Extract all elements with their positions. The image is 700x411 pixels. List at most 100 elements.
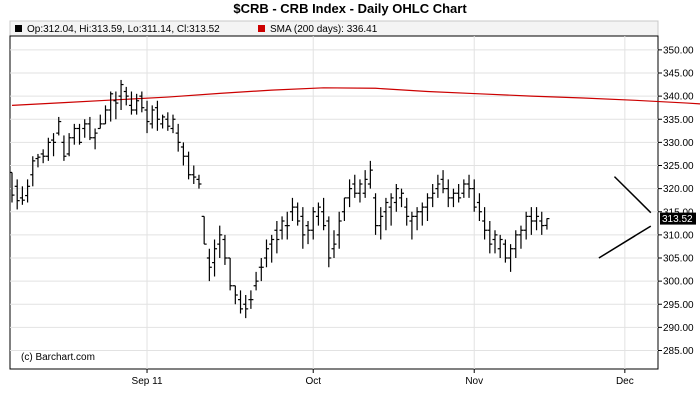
- ohlc-bar: [222, 234, 228, 265]
- ohlc-bar: [513, 230, 519, 258]
- gridlines: [10, 36, 658, 369]
- y-axis: 285.00290.00295.00300.00305.00310.00315.…: [658, 45, 694, 357]
- ohlc-bar: [305, 221, 311, 245]
- plot-area: [9, 35, 659, 370]
- sma-series: [11, 87, 700, 106]
- chart-title: $CRB - CRB Index - Daily OHLC Chart: [233, 1, 467, 16]
- ohlc-bar: [534, 207, 540, 231]
- ohlc-bar: [123, 86, 129, 106]
- ohlc-bar: [30, 156, 36, 187]
- ohlc-bar: [170, 114, 176, 134]
- ohlc-bar: [284, 211, 290, 240]
- ohlc-bar: [263, 239, 269, 268]
- ohlc-bar: [419, 202, 425, 226]
- x-tick-label: Nov: [465, 376, 483, 387]
- ohlc-bar: [399, 188, 405, 208]
- ohlc-series: [9, 79, 550, 319]
- y-tick-label: 340.00: [663, 92, 694, 103]
- ohlc-bar: [456, 184, 462, 203]
- last-price-box: [660, 212, 696, 225]
- ohlc-bar: [66, 133, 72, 157]
- ohlc-legend-swatch: [15, 25, 22, 32]
- ohlc-bar: [97, 114, 103, 130]
- ohlc-bar: [487, 221, 493, 254]
- ohlc-bar: [154, 100, 160, 131]
- y-tick-label: 330.00: [663, 138, 694, 149]
- x-tick-label: Dec: [616, 376, 634, 387]
- x-axis: Sep 11 Oct Nov Dec: [132, 369, 634, 387]
- ohlc-bar: [300, 207, 306, 249]
- ohlc-bar: [289, 197, 295, 221]
- ohlc-bar: [71, 123, 77, 145]
- ohlc-bar: [362, 170, 368, 198]
- ohlc-bar: [461, 179, 467, 198]
- ohlc-bar: [341, 197, 347, 221]
- ohlc-bar: [492, 230, 498, 254]
- ohlc-bar: [315, 202, 321, 226]
- ohlc-bar: [149, 105, 155, 129]
- ohlc-bar: [502, 239, 508, 263]
- ohlc-bar: [295, 202, 301, 226]
- ohlc-bar: [108, 91, 114, 122]
- ohlc-bar: [378, 207, 384, 240]
- ohlc-bar: [352, 174, 358, 198]
- ohlc-bar: [243, 295, 249, 319]
- ohlc-bar: [373, 193, 379, 235]
- y-tick-label: 325.00: [663, 161, 694, 172]
- y-tick-label: 310.00: [663, 230, 694, 241]
- sma-line: [11, 87, 700, 106]
- y-tick-label: 345.00: [663, 69, 694, 80]
- ohlc-bar: [232, 285, 238, 305]
- x-tick-label: Sep 11: [132, 376, 163, 387]
- ohlc-bar: [113, 91, 119, 120]
- last-price-label: 313.52: [662, 214, 693, 225]
- ohlc-bar: [144, 100, 150, 134]
- ohlc-bar: [206, 248, 212, 282]
- ohlc-bar: [165, 112, 171, 131]
- ohlc-bar: [14, 179, 20, 210]
- ohlc-bar: [471, 179, 477, 212]
- ohlc-bar: [82, 119, 88, 138]
- ohlc-bar: [248, 290, 254, 309]
- trendlines: [598, 176, 652, 259]
- watermark: (c) Barchart.com: [21, 352, 95, 363]
- ohlc-legend-label: Op:312.04, Hi:313.59, Lo:311.14, Cl:313.…: [27, 24, 220, 35]
- ohlc-bar: [269, 234, 275, 263]
- ohlc-bar: [196, 174, 202, 189]
- ohlc-bar: [201, 215, 207, 245]
- ohlc-bar: [217, 225, 223, 258]
- ohlc-bar: [87, 116, 93, 141]
- ohlc-bar: [118, 79, 124, 110]
- ohlc-bar: [440, 170, 446, 194]
- ohlc-bar: [336, 211, 342, 249]
- ohlc-bar: [544, 217, 550, 230]
- y-tick-label: 295.00: [663, 300, 694, 311]
- ohlc-bar: [347, 179, 353, 208]
- ohlc-bar: [19, 186, 25, 205]
- ohlc-bar: [160, 114, 166, 129]
- trendline: [598, 225, 652, 259]
- ohlc-bar: [180, 142, 186, 166]
- ohlc-bar: [56, 116, 62, 136]
- y-tick-label: 290.00: [663, 323, 694, 334]
- ohlc-bar: [310, 207, 316, 240]
- ohlc-bar: [258, 258, 264, 282]
- ohlc-bar: [61, 135, 67, 161]
- ohlc-bar: [35, 153, 41, 168]
- ohlc-bar: [186, 151, 192, 180]
- x-tick-label: Oct: [305, 376, 321, 387]
- ohlc-bar: [25, 179, 31, 203]
- ohlc-bar: [128, 91, 134, 115]
- ohlc-bar: [539, 211, 545, 235]
- ohlc-bar: [102, 105, 108, 125]
- ohlc-bar: [326, 216, 332, 268]
- ohlc-bar: [51, 133, 57, 157]
- y-tick-label: 285.00: [663, 346, 694, 357]
- ohlc-bar: [321, 197, 327, 231]
- y-tick-label: 300.00: [663, 277, 694, 288]
- ohlc-bar: [175, 123, 181, 152]
- ohlc-bar: [383, 197, 389, 231]
- y-tick-label: 335.00: [663, 115, 694, 126]
- ohlc-bar: [518, 225, 524, 249]
